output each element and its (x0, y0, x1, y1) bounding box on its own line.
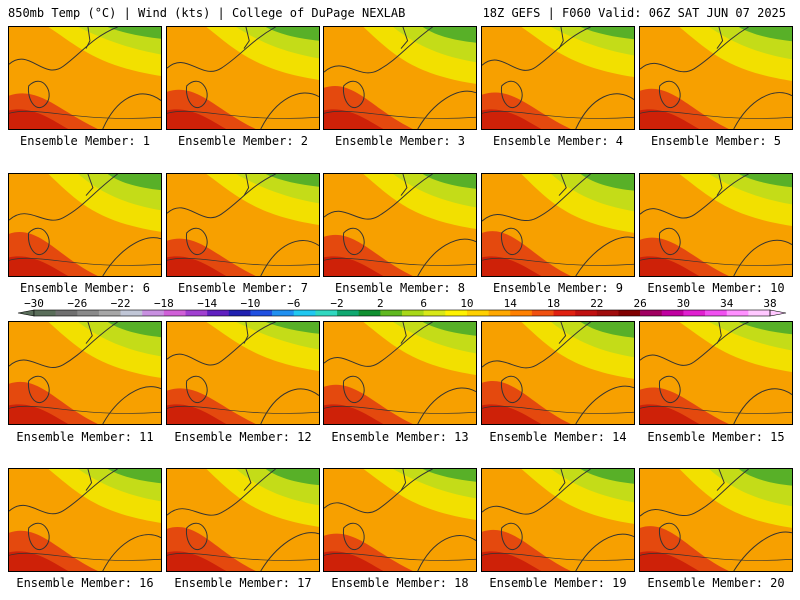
colorbar-swatch (77, 310, 100, 316)
colorbar-swatch (423, 310, 446, 316)
ensemble-member-label: Ensemble Member: 1 (19, 134, 151, 148)
colorbar-tick-label: −6 (287, 297, 300, 310)
colorbar-swatch (98, 310, 121, 316)
colorbar-swatch (55, 310, 78, 316)
colorbar-swatch (488, 310, 511, 316)
colorbar-swatch (445, 310, 468, 316)
colorbar-swatch (293, 310, 316, 316)
colorbar-tick-label: −2 (330, 297, 343, 310)
ensemble-member-label: Ensemble Member: 19 (489, 576, 627, 590)
colorbar-tick-label: 18 (547, 297, 560, 310)
colorbar-swatch (466, 310, 489, 316)
colorbar-swatch (640, 310, 663, 316)
ensemble-panel-13 (323, 321, 477, 425)
colorbar-swatch (207, 310, 230, 316)
model-run-info: 18Z GEFS | F060 Valid: 06Z SAT JUN 07 20… (482, 6, 786, 20)
colorbar-swatch (748, 310, 771, 316)
ensemble-member-label: Ensemble Member: 17 (174, 576, 312, 590)
ensemble-panel-1 (8, 26, 162, 130)
ensemble-member-label: Ensemble Member: 11 (16, 430, 154, 444)
colorbar-tick-label: 26 (633, 297, 646, 310)
colorbar-min-arrow (17, 309, 35, 317)
ensemble-panel-5 (639, 26, 793, 130)
colorbar-swatch (163, 310, 186, 316)
colorbar-tick-label: 34 (720, 297, 734, 310)
colorbar-swatch (315, 310, 338, 316)
colorbar-tick-label: −26 (67, 297, 87, 310)
temperature-colorbar: −30 −26 −22 −18 −14 −10 −6 −2 2 6 10 14 18 22 26 30 34 38… (17, 297, 787, 317)
ensemble-member-label: Ensemble Member: 7 (177, 281, 309, 295)
map-title: 850mb Temp (°C) | Wind (kts) | College o… (8, 6, 406, 20)
ensemble-member-label: Ensemble Member: 8 (334, 281, 466, 295)
ensemble-panel-10 (639, 173, 793, 277)
colorbar-swatch (380, 310, 403, 316)
ensemble-panel-20 (639, 468, 793, 572)
colorbar-tick-label: 6 (420, 297, 427, 310)
ensemble-member-label: Ensemble Member: 12 (174, 430, 312, 444)
colorbar-swatch (510, 310, 533, 316)
colorbar-max-arrow (769, 309, 787, 317)
ensemble-member-label: Ensemble Member: 14 (489, 430, 627, 444)
ensemble-panel-15 (639, 321, 793, 425)
colorbar-swatch (402, 310, 424, 316)
colorbar-tick-label: 30 (677, 297, 690, 310)
colorbar-tick-label: 10 (460, 297, 473, 310)
colorbar-swatch (250, 310, 273, 316)
colorbar-swatch (34, 310, 56, 316)
ensemble-member-label: Ensemble Member: 9 (492, 281, 624, 295)
colorbar-swatch (618, 310, 641, 316)
colorbar-swatch (596, 310, 619, 316)
colorbar-tick-label: −18 (154, 297, 174, 310)
colorbar-swatch (358, 310, 381, 316)
colorbar-swatch (142, 310, 165, 316)
ensemble-member-label: Ensemble Member: 6 (19, 281, 151, 295)
ensemble-member-label: Ensemble Member: 18 (331, 576, 469, 590)
ensemble-member-label: Ensemble Member: 13 (331, 430, 469, 444)
colorbar-swatch (337, 310, 360, 316)
ensemble-member-label: Ensemble Member: 3 (334, 134, 466, 148)
ensemble-panel-16 (8, 468, 162, 572)
colorbar-tick-label: −30 (24, 297, 44, 310)
colorbar-tick-label: −10 (241, 297, 261, 310)
ensemble-panel-6 (8, 173, 162, 277)
ensemble-panel-12 (166, 321, 320, 425)
colorbar-swatch (683, 310, 706, 316)
ensemble-panel-14 (481, 321, 635, 425)
colorbar-swatch (575, 310, 598, 316)
colorbar-swatch (120, 310, 143, 316)
colorbar-swatch (726, 310, 749, 316)
colorbar-tick-label: −22 (111, 297, 131, 310)
colorbar-tick-label: 22 (590, 297, 603, 310)
colorbar-swatch (661, 310, 684, 316)
colorbar-tick-label: 14 (504, 297, 518, 310)
colorbar-tick-label: 38 (763, 297, 776, 310)
ensemble-panel-2 (166, 26, 320, 130)
ensemble-panel-17 (166, 468, 320, 572)
ensemble-member-label: Ensemble Member: 15 (647, 430, 785, 444)
colorbar-swatch (705, 310, 728, 316)
ensemble-member-label: Ensemble Member: 16 (16, 576, 154, 590)
ensemble-panel-18 (323, 468, 477, 572)
ensemble-panel-9 (481, 173, 635, 277)
ensemble-panel-11 (8, 321, 162, 425)
colorbar-swatch (185, 310, 208, 316)
ensemble-panel-19 (481, 468, 635, 572)
ensemble-member-label: Ensemble Member: 10 (647, 281, 785, 295)
ensemble-member-label: Ensemble Member: 5 (650, 134, 782, 148)
ensemble-member-label: Ensemble Member: 20 (647, 576, 785, 590)
colorbar-tick-label: 2 (377, 297, 384, 310)
colorbar-swatch (553, 310, 576, 316)
ensemble-panel-8 (323, 173, 477, 277)
colorbar-swatch (531, 310, 554, 316)
colorbar-swatch (228, 310, 251, 316)
ensemble-member-label: Ensemble Member: 2 (177, 134, 309, 148)
ensemble-panel-3 (323, 26, 477, 130)
ensemble-panel-7 (166, 173, 320, 277)
colorbar-swatch (272, 310, 295, 316)
ensemble-panel-4 (481, 26, 635, 130)
colorbar-tick-label: −14 (197, 297, 217, 310)
ensemble-member-label: Ensemble Member: 4 (492, 134, 624, 148)
